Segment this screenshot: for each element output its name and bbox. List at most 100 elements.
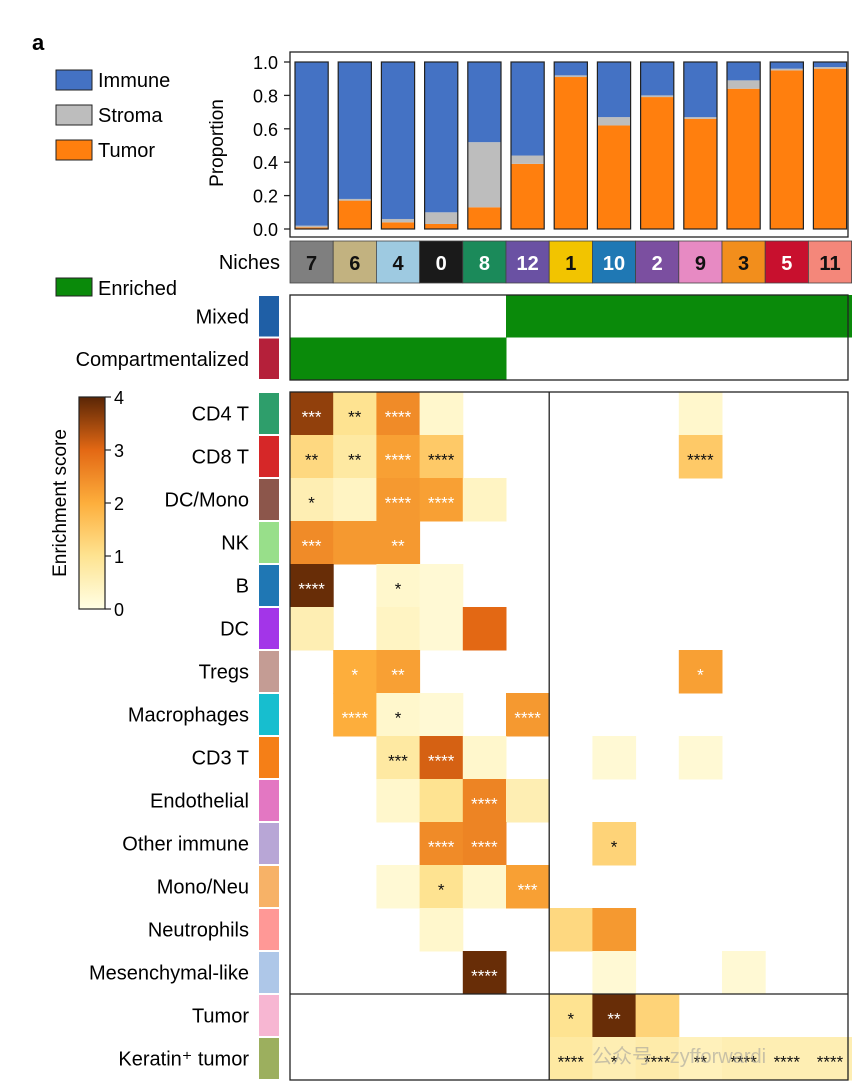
bar-segment-tumor bbox=[467, 207, 501, 229]
bar-segment-stroma bbox=[597, 117, 631, 126]
significance-stars: **** bbox=[385, 451, 412, 470]
heatmap-cell bbox=[290, 607, 334, 651]
row-color-bar bbox=[259, 780, 279, 821]
row-label: Mono/Neu bbox=[157, 877, 249, 899]
bar-segment-immune bbox=[727, 62, 761, 81]
bar-segment-immune bbox=[511, 62, 545, 156]
heatmap-cell bbox=[635, 1037, 680, 1081]
row-color-bar bbox=[259, 909, 279, 950]
niche-label: 2 bbox=[652, 253, 663, 275]
enriched-cell bbox=[506, 295, 550, 338]
niche-label: 10 bbox=[603, 253, 625, 275]
niche-swatch bbox=[592, 240, 637, 284]
significance-stars: * bbox=[697, 666, 704, 685]
enriched-cell bbox=[722, 295, 766, 338]
y-tick-label: 0.6 bbox=[253, 120, 278, 140]
bar-segment-stroma bbox=[813, 67, 847, 69]
heatmap-cell bbox=[678, 1037, 723, 1081]
bar-segment-stroma bbox=[467, 142, 501, 208]
niche-swatch bbox=[764, 240, 809, 284]
heatmap-cell bbox=[592, 822, 637, 866]
niche-swatch bbox=[375, 240, 420, 284]
row-color-bar bbox=[259, 737, 279, 778]
niche-swatch bbox=[635, 240, 680, 284]
enriched-cell bbox=[333, 337, 377, 380]
bar-outline bbox=[467, 61, 502, 230]
enrichment-heatmap: CD4 T *** ** ****CD8 T ** ** **** **** ****DC/Mo… bbox=[89, 391, 852, 1081]
niche-label: 4 bbox=[392, 253, 404, 275]
niche-swatch bbox=[678, 240, 723, 284]
row-color-bar bbox=[259, 995, 279, 1036]
heatmap-cell bbox=[808, 1037, 852, 1081]
row-label: CD3 T bbox=[192, 748, 249, 770]
bar-segment-immune bbox=[770, 62, 804, 69]
heatmap-cell bbox=[333, 693, 377, 737]
row-label: Keratin⁺ tumor bbox=[118, 1049, 249, 1071]
significance-stars: **** bbox=[342, 709, 369, 728]
significance-stars: **** bbox=[471, 967, 498, 986]
bar-outline bbox=[424, 61, 459, 230]
bar-segment-immune bbox=[467, 62, 501, 143]
heatmap-cell bbox=[376, 650, 421, 694]
significance-stars: ** bbox=[391, 666, 405, 685]
bar-segment-tumor bbox=[338, 200, 372, 229]
row-color-bar bbox=[259, 565, 279, 606]
niche-label: 6 bbox=[349, 253, 360, 275]
colorbar-tick-label: 4 bbox=[114, 388, 124, 408]
colorbar-gradient bbox=[78, 396, 106, 610]
bar-segment-immune bbox=[424, 62, 458, 213]
niche-label: 12 bbox=[516, 253, 538, 275]
heatmap-cell bbox=[419, 822, 464, 866]
significance-stars: **** bbox=[644, 1053, 671, 1072]
heatmap-cell bbox=[678, 736, 723, 780]
heatmap-cell bbox=[506, 779, 550, 823]
heatmap-frame bbox=[289, 391, 849, 1081]
enriched-cell bbox=[592, 295, 637, 338]
significance-stars: * bbox=[611, 1053, 618, 1072]
row-label: B bbox=[236, 576, 249, 598]
row-label: Mesenchymal-like bbox=[89, 963, 249, 985]
niche-label: 0 bbox=[436, 253, 447, 275]
legend-swatch-tumor bbox=[55, 139, 93, 161]
heatmap-cell bbox=[765, 1037, 809, 1081]
significance-stars: * bbox=[567, 1010, 574, 1029]
significance-stars: * bbox=[611, 838, 618, 857]
y-tick-label: 0.8 bbox=[253, 86, 278, 106]
significance-stars: **** bbox=[298, 580, 325, 599]
row-label: Other immune bbox=[122, 834, 249, 856]
bar-outline bbox=[596, 61, 632, 230]
significance-stars: **** bbox=[817, 1053, 844, 1072]
heatmap-cell bbox=[506, 865, 550, 909]
bar-segment-immune bbox=[338, 62, 372, 199]
row-color-bar bbox=[259, 866, 279, 907]
bar-segment-stroma bbox=[640, 95, 674, 98]
significance-stars: *** bbox=[302, 408, 322, 427]
bar-outline bbox=[510, 61, 545, 230]
significance-stars: * bbox=[351, 666, 358, 685]
heatmap-cell bbox=[462, 779, 507, 823]
row-label: DC/Mono bbox=[165, 490, 249, 512]
enriched-cell bbox=[808, 295, 852, 338]
heatmap-cell bbox=[333, 521, 377, 565]
heatmap-cell bbox=[462, 822, 507, 866]
heatmap-cell bbox=[290, 521, 334, 565]
row-label: Tregs bbox=[199, 662, 249, 684]
niche-swatch bbox=[548, 240, 593, 284]
heatmap-cell bbox=[376, 521, 421, 565]
significance-stars: **** bbox=[428, 494, 455, 513]
heatmap-cell bbox=[462, 736, 507, 780]
heatmap-cell bbox=[462, 865, 507, 909]
bar-segment-stroma bbox=[554, 75, 588, 78]
heatmap-cell bbox=[290, 478, 334, 522]
row-color-bar bbox=[259, 651, 279, 692]
heatmap-cell bbox=[376, 392, 421, 436]
bar-outline bbox=[769, 61, 805, 230]
heatmap-cell bbox=[549, 994, 593, 1038]
row-color-bar bbox=[259, 393, 279, 434]
row-color-bar bbox=[259, 823, 279, 864]
bar-outline bbox=[380, 61, 416, 230]
significance-stars: ** bbox=[694, 1053, 708, 1072]
group-color-mixed bbox=[259, 296, 279, 337]
bar-outline bbox=[639, 61, 675, 230]
heatmap-cell bbox=[462, 951, 507, 995]
